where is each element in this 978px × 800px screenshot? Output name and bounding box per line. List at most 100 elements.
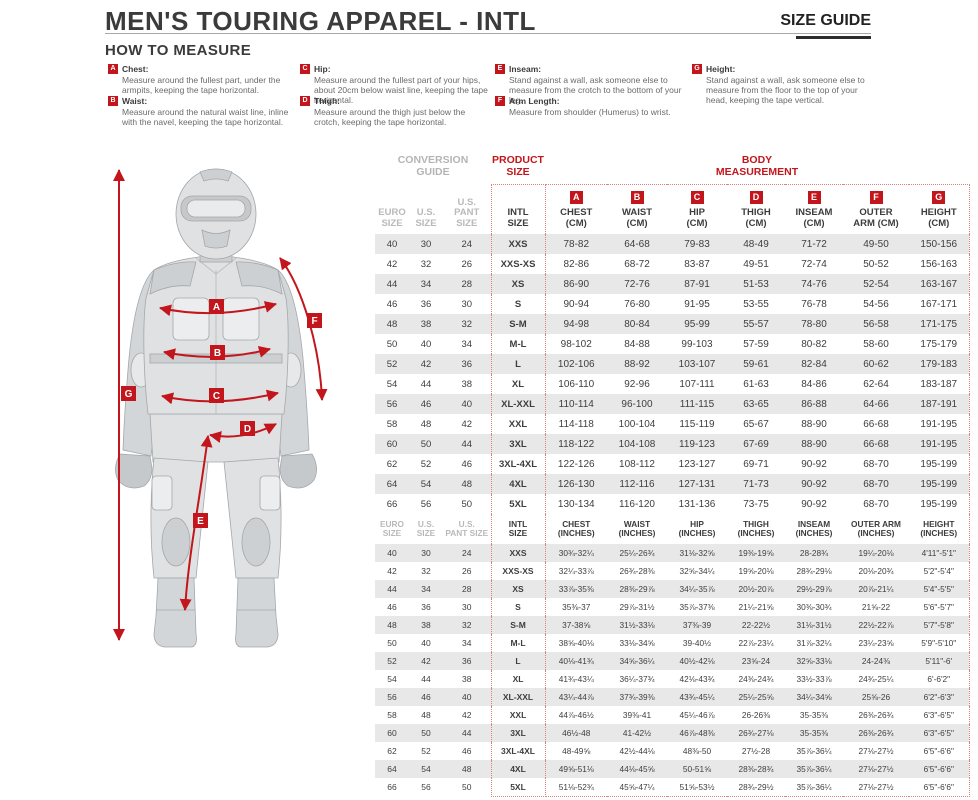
table-cell: 3XL-4XL <box>490 742 546 760</box>
table-cell: 34 <box>461 338 473 350</box>
table-cell: 36 <box>421 602 431 612</box>
table-cell: 28 <box>443 274 491 294</box>
table-cell: 26¾-28⅜ <box>619 566 655 576</box>
table-cell: 38 <box>409 314 443 334</box>
svg-text:D: D <box>244 424 251 435</box>
table-cell: 37-38⅝ <box>544 616 607 634</box>
table-cell: 26⅜-26¾ <box>843 724 909 742</box>
table-cell: 96-100 <box>607 394 667 414</box>
table-cell: 24⅜-24¾ <box>738 674 774 684</box>
figure-badge-d: D <box>240 421 255 436</box>
table-cell: 91-95 <box>684 298 710 310</box>
table-cell: 23⅝-24 <box>727 652 785 670</box>
table-cell: M-L <box>490 634 546 652</box>
table-cell: S-M <box>490 616 546 634</box>
table-cell: 40 <box>375 234 409 254</box>
table-cell: 60-62 <box>843 354 909 374</box>
table-cell: 19⅜-19⅝ <box>727 544 785 562</box>
table-cell: 62 <box>387 746 397 756</box>
measure-item-thigh: D Thigh: Measure around the thigh just b… <box>300 96 492 127</box>
table-cell: 19¼-20⅛ <box>843 544 909 562</box>
table-row: 48 38 32 S-M 94-98 80-84 95-99 55-57 78-80 56-58 1… <box>375 314 970 334</box>
table-cell: 58 <box>386 418 398 430</box>
table-cell: 39⅜-41 <box>622 710 652 720</box>
table-cell: 35⅜-37 <box>544 598 607 616</box>
table-cell: 78-80 <box>785 314 843 334</box>
table-row: 64 54 48 4XL 49⅝-51⅛ 44⅛-45⅝ 50-51⅝ 28⅜-28¾ 35⅞-… <box>375 760 970 778</box>
table-cell: 50-51⅝ <box>667 760 727 778</box>
table-cell: 112-116 <box>607 474 667 494</box>
table-cell: 56 <box>375 688 409 706</box>
table-cell: 119-123 <box>667 434 727 454</box>
table-cell: 102-106 <box>544 354 607 374</box>
table-cell: 84-88 <box>624 338 650 350</box>
letter-badge-d: D <box>300 96 310 106</box>
letter-badge-b: B <box>108 96 118 106</box>
table-cell: 30 <box>409 544 443 562</box>
table-cell: 50 <box>409 434 443 454</box>
table-cell: 50 <box>461 498 473 510</box>
hrow-in-row: EURO SIZE U.S. SIZE U.S. PANT SIZE INTL SIZE CHE… <box>375 514 970 544</box>
table-cell: 28⅜-29⅞ <box>607 580 667 598</box>
table-cell: 49-50 <box>843 234 909 254</box>
column-header: U.S. PANT SIZE <box>454 196 480 229</box>
table-cell: 130-134 <box>544 494 607 514</box>
table-cell: XL-XXL <box>490 688 546 706</box>
measure-label: Arm Length: <box>509 96 560 106</box>
table-row: 66 56 50 5XL 51⅛-52¾ 45⅝-47¼ 51⅝-53½ 28¾-29½ 35⅞… <box>375 778 970 797</box>
table-cell: XL <box>490 374 546 394</box>
table-row: 64 54 48 4XL 126-130 112-116 127-131 71-73 90-92… <box>375 474 970 494</box>
table-cell: 175-179 <box>909 334 970 354</box>
table-cell: 36 <box>420 298 432 310</box>
table-cell: 107-111 <box>679 378 715 390</box>
table-cell: 51⅛-52¾ <box>544 778 607 797</box>
table-cell: 83-87 <box>684 258 710 270</box>
rider-figure-svg: A B C D E F G <box>113 168 328 648</box>
table-cell: 46 <box>462 746 472 756</box>
table-cell: 35⅞-37⅜ <box>679 602 715 612</box>
table-cell: 54 <box>409 760 443 778</box>
table-cell: 3XL-4XL <box>490 454 546 474</box>
column-header: INSEAM (INCHES) <box>795 518 833 538</box>
table-cell: XL-XXL <box>490 394 546 414</box>
table-cell: 26 <box>462 566 472 576</box>
table-cell: 50 <box>387 638 397 648</box>
table-cell: 111-115 <box>667 394 727 414</box>
column-header: OUTER ARM (INCHES) <box>851 518 901 538</box>
measure-text: Measure around the fullest part of your … <box>314 75 488 105</box>
table-row: 42 32 26 XXS-XS 82-86 68-72 83-87 49-51 72-74 50-… <box>375 254 970 274</box>
measure-text: Measure around the thigh just below the … <box>314 107 466 127</box>
table-row: 40 30 24 XXS 30¾-32¼ 25¼-26¾ 31⅛-32⅝ 19⅜-19⅝ 28-… <box>375 544 970 562</box>
table-cell: 50 <box>409 724 443 742</box>
table-row: 52 42 36 L 102-106 88-92 103-107 59-61 82-84 60-6… <box>375 354 970 374</box>
table-cell: 48-49 <box>727 234 785 254</box>
table-row: 56 46 40 XL-XXL 43¼-44⅞ 37¾-39⅜ 43¾-45¼ 25¼-25⅝… <box>375 688 970 706</box>
column-header: EURO SIZE <box>380 518 404 538</box>
table-cell: 38⅝-40⅛ <box>544 634 607 652</box>
table-cell: 60 <box>375 724 409 742</box>
rider-body <box>115 168 317 648</box>
table-cell: 31⅛-31½ <box>785 616 843 634</box>
table-cell: 90-92 <box>801 498 827 510</box>
table-cell: 44 <box>443 724 491 742</box>
measure-item-arm-length: F Arm Length: Measure from shoulder (Hum… <box>495 96 687 117</box>
table-cell: XXS <box>490 544 546 562</box>
table-cell: 56 <box>420 498 432 510</box>
table-cell: 38 <box>409 616 443 634</box>
table-cell: 40 <box>421 638 431 648</box>
column-header: C HIP (CM) <box>667 183 727 234</box>
table-cell: 27⅛-27½ <box>858 746 894 756</box>
table-cell: 183-187 <box>909 374 970 394</box>
table-cell: 48 <box>420 418 432 430</box>
table-cell: 195-199 <box>909 474 970 494</box>
table-cell: XS <box>490 274 546 294</box>
table-cell: 26-26⅜ <box>741 710 771 720</box>
table-cell: 45⅝-47¼ <box>607 778 667 797</box>
svg-text:A: A <box>213 302 220 313</box>
table-cell: 106-110 <box>544 374 607 394</box>
measure-label: Hip: <box>314 64 331 74</box>
table-cell: 6'-6'2" <box>909 670 970 688</box>
table-cell: 24¾-25¼ <box>858 674 894 684</box>
table-cell: 48 <box>375 314 409 334</box>
table-cell: 25⅝-26 <box>843 688 909 706</box>
